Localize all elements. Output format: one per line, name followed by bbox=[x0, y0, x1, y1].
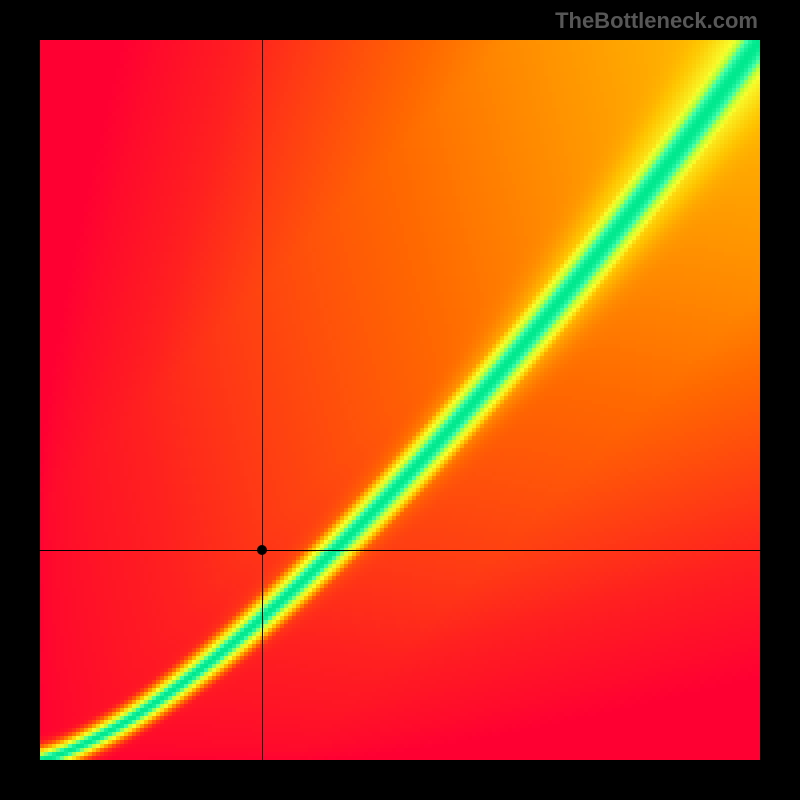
watermark-text: TheBottleneck.com bbox=[555, 8, 758, 34]
bottleneck-heatmap bbox=[40, 40, 760, 760]
